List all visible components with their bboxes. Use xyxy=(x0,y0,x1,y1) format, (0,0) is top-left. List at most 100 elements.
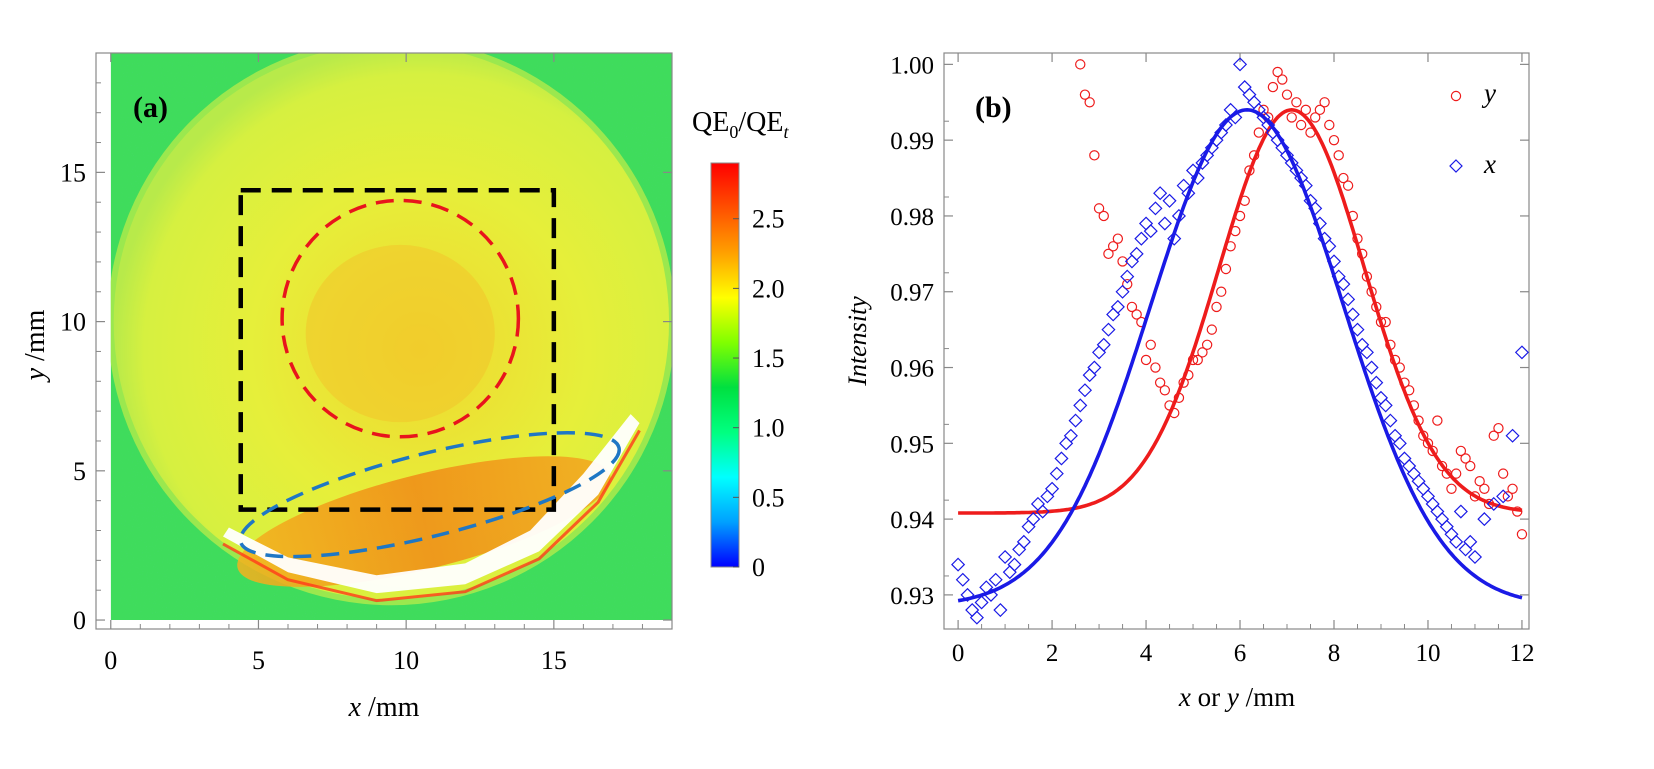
x-tick-label: 15 xyxy=(541,646,567,675)
point-x xyxy=(1435,512,1450,527)
point-y xyxy=(1122,278,1133,290)
point-y xyxy=(1079,89,1091,100)
point-x xyxy=(1232,57,1248,72)
point-y xyxy=(1310,112,1321,123)
point-x xyxy=(1016,534,1031,549)
fit-curve-x xyxy=(957,107,1523,603)
point-x xyxy=(1190,171,1205,186)
point-x xyxy=(1477,512,1492,527)
point-x xyxy=(1110,299,1125,314)
point-y xyxy=(1089,150,1100,161)
point-x xyxy=(1153,186,1168,201)
point-y xyxy=(1300,104,1312,116)
point-y xyxy=(1154,377,1166,388)
point-x xyxy=(1453,504,1468,519)
point-x xyxy=(1040,489,1055,504)
point-x xyxy=(1143,224,1158,239)
y-tick-label: 15 xyxy=(60,158,86,187)
point-x xyxy=(960,587,975,602)
y-tick-label: 0.98 xyxy=(890,204,934,231)
point-x xyxy=(1247,95,1262,110)
point-x xyxy=(965,603,980,618)
fit-curve-y xyxy=(958,107,1523,515)
point-x xyxy=(1345,307,1360,322)
point-x xyxy=(1439,519,1454,534)
panel-label-a: (a) xyxy=(133,91,168,124)
point-x xyxy=(1106,307,1121,322)
point-y xyxy=(1075,59,1086,70)
point-x xyxy=(1444,527,1459,542)
point-x xyxy=(1406,466,1421,481)
point-y xyxy=(1216,286,1227,297)
point-y xyxy=(1291,97,1302,108)
point-y xyxy=(1422,438,1434,449)
point-y xyxy=(1211,301,1222,313)
point-x xyxy=(1411,474,1426,489)
point-x xyxy=(1237,80,1252,95)
point-x xyxy=(1026,512,1041,527)
point-y xyxy=(1314,104,1326,116)
point-y xyxy=(1479,483,1490,494)
y-axis-label: y /mm xyxy=(20,309,51,383)
point-x xyxy=(1073,398,1088,413)
point-x xyxy=(1449,534,1464,549)
point-x xyxy=(1092,345,1107,360)
point-x xyxy=(1378,398,1393,413)
y-tick-label: 0.93 xyxy=(890,583,934,610)
point-x xyxy=(998,549,1013,565)
point-y xyxy=(1469,491,1481,502)
point-x xyxy=(1049,466,1064,481)
point-x xyxy=(1148,201,1163,216)
point-y xyxy=(1450,468,1462,479)
point-x xyxy=(1350,322,1365,337)
point-y xyxy=(1338,172,1349,184)
point-y xyxy=(1493,422,1504,434)
point-x xyxy=(1162,193,1177,208)
x-tick-label: 6 xyxy=(1234,640,1247,667)
point-y xyxy=(1150,362,1161,373)
point-y xyxy=(1220,263,1232,275)
point-x xyxy=(1101,322,1116,337)
point-y xyxy=(1112,233,1124,244)
legend: yx xyxy=(1449,78,1496,179)
point-x xyxy=(1383,413,1398,428)
point-y xyxy=(1295,119,1307,131)
point-y xyxy=(1206,324,1218,335)
x-tick-label: 10 xyxy=(393,646,419,675)
point-y xyxy=(1324,119,1335,131)
point-x xyxy=(1139,216,1154,231)
point-x xyxy=(1035,504,1050,519)
legend-marker-y xyxy=(1450,90,1462,102)
point-x xyxy=(1496,489,1511,504)
heatmap-image xyxy=(110,53,673,621)
y-tick-label: 1.00 xyxy=(890,52,934,79)
y-tick-label: 0.95 xyxy=(890,431,934,458)
point-y xyxy=(1427,445,1438,457)
point-y xyxy=(1272,66,1283,78)
point-x xyxy=(1157,216,1172,231)
point-y xyxy=(1474,476,1485,487)
point-y xyxy=(1084,97,1095,108)
colorbar-tick-label: 0 xyxy=(752,553,765,582)
point-y xyxy=(1507,483,1518,494)
point-y xyxy=(1446,483,1457,494)
point-x xyxy=(1336,277,1351,292)
red-edge xyxy=(222,429,641,603)
red-dashed-circle xyxy=(280,198,521,439)
point-x xyxy=(1420,489,1436,504)
x-tick-label: 5 xyxy=(252,646,265,675)
x-tick-label: 4 xyxy=(1140,640,1153,667)
y-tick-label: 0.96 xyxy=(890,356,934,383)
point-y xyxy=(1159,385,1171,396)
point-y xyxy=(1126,301,1138,313)
plot-area xyxy=(951,57,1529,625)
x-tick-label: 8 xyxy=(1328,640,1341,667)
point-x xyxy=(1364,360,1379,375)
point-x xyxy=(1045,481,1060,496)
point-y xyxy=(1432,415,1443,426)
point-x xyxy=(1082,368,1097,383)
point-y xyxy=(1333,150,1344,161)
point-y xyxy=(1516,529,1528,540)
panel-a-frame xyxy=(95,52,673,630)
